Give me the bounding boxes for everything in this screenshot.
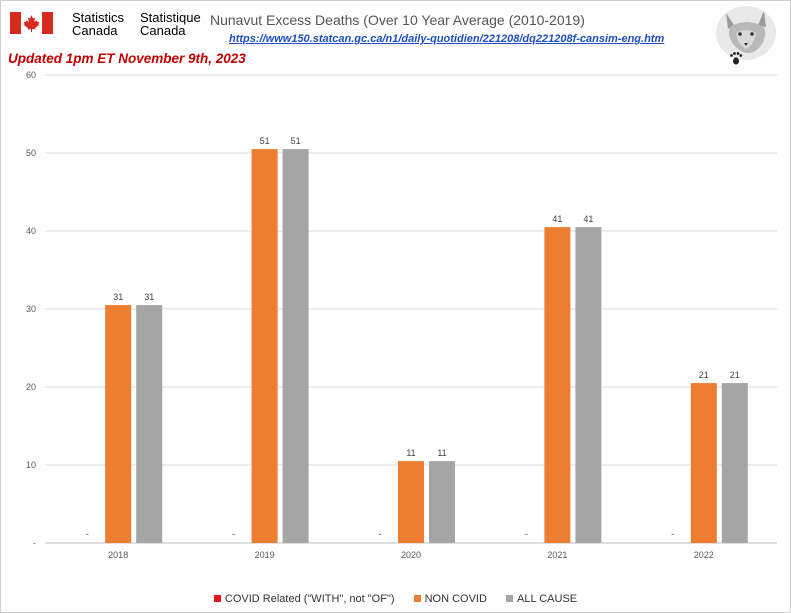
data-label: - [232,529,235,539]
legend-label-covid: COVID Related ("WITH", not "OF") [224,593,395,605]
bar [575,227,602,543]
canada-flag-icon [10,12,53,34]
y-tick-label: 30 [26,304,36,314]
statcan-wordmark-en: Statistics Canada [72,11,124,37]
x-tick-label: 2021 [547,550,567,560]
legend-item-covid: COVID Related ("WITH", not "OF") [213,593,395,605]
bar-chart: - 10 20 30 40 50 60 2018 - 31 31 2019 - 51 51 2020 - 11 11… [26,70,777,560]
bar [282,149,309,543]
data-label: 31 [113,292,123,302]
bar [136,305,163,543]
statcan-en-line2: Canada [72,23,118,38]
statcan-wordmark-fr: Statistique Canada [140,11,201,37]
data-label: 41 [552,214,562,224]
bar [105,305,132,543]
y-tick-label: - [33,538,36,548]
y-tick-label: 60 [26,70,36,80]
data-label: - [671,529,674,539]
data-label: 51 [291,136,301,146]
legend-item-all-cause: ALL CAUSE [506,593,577,605]
source-link[interactable]: https://www150.statcan.gc.ca/n1/daily-qu… [229,33,665,45]
wolf-logo-icon [716,6,776,65]
bar [429,461,455,543]
bar [398,461,424,543]
data-label: - [525,529,528,539]
bar [690,383,717,543]
statcan-fr-line2: Canada [140,23,186,38]
statcan-fr-line1: Statistique [140,10,201,25]
updated-note: Updated 1pm ET November 9th, 2023 [8,51,246,66]
data-label: 11 [437,448,446,458]
data-label: 21 [699,370,709,380]
statcan-en-line1: Statistics [72,10,125,25]
legend-swatch-all-cause [506,595,513,602]
bar [251,149,278,543]
legend-label-all-cause: ALL CAUSE [517,593,578,605]
data-label: 51 [260,136,270,146]
y-tick-label: 10 [26,460,36,470]
y-tick-label: 20 [26,382,36,392]
bar [544,227,571,543]
data-label: 31 [144,292,154,302]
bar [721,383,748,543]
x-tick-label: 2018 [108,550,128,560]
legend-swatch-non-covid [413,595,421,602]
x-tick-label: 2020 [401,550,421,560]
y-tick-label: 40 [26,226,36,236]
data-label: - [379,529,382,539]
legend-item-non-covid: NON COVID [413,593,487,605]
data-label: 11 [406,448,415,458]
legend-swatch-covid [213,595,221,602]
chart-title: Nunavut Excess Deaths (Over 10 Year Aver… [210,12,585,28]
x-tick-label: 2022 [694,550,714,560]
chart-legend: COVID Related ("WITH", not "OF") NON COV… [0,593,791,605]
data-label: 41 [583,214,593,224]
legend-label-non-covid: NON COVID [424,593,487,605]
data-label: - [86,529,89,539]
x-tick-label: 2019 [255,550,275,560]
y-tick-label: 50 [26,148,36,158]
data-label: 21 [730,370,740,380]
